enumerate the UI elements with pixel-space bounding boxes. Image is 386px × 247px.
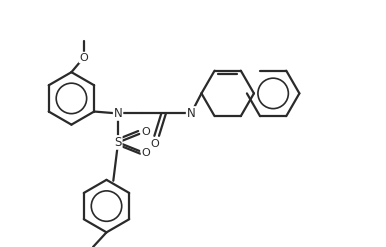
Text: O: O bbox=[80, 53, 88, 62]
Text: S: S bbox=[114, 136, 122, 149]
Text: N: N bbox=[187, 107, 195, 120]
Text: O: O bbox=[142, 127, 150, 137]
Text: N: N bbox=[114, 107, 122, 120]
Text: O: O bbox=[150, 139, 159, 148]
Text: O: O bbox=[142, 148, 150, 158]
